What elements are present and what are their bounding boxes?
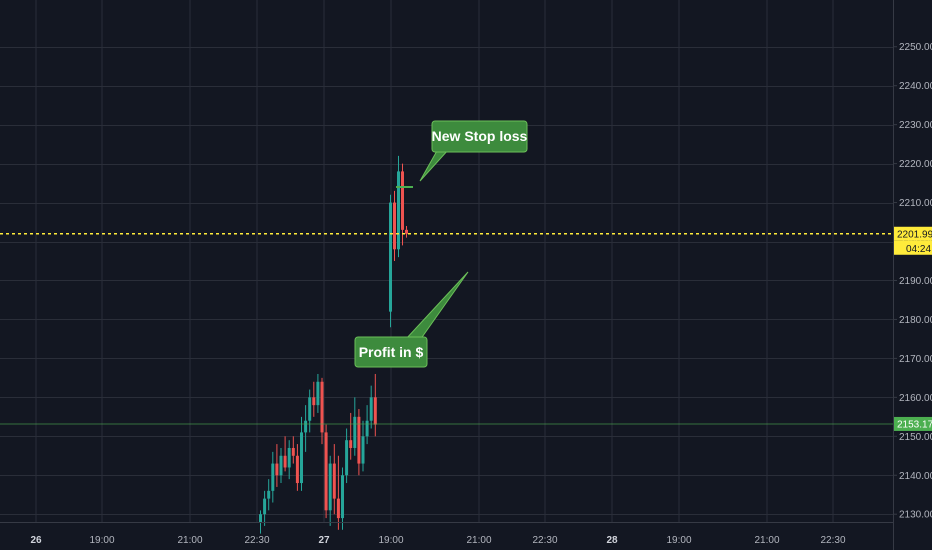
x-tick-label: 19:00 (89, 535, 114, 546)
y-tick-label: 2220.00 (899, 159, 932, 170)
candle-body (361, 436, 365, 464)
candle-body (316, 381, 320, 406)
candle-body (287, 447, 291, 468)
x-tick-label: 26 (30, 535, 42, 546)
x-tick-label: 21:00 (466, 535, 491, 546)
callout-profit-box (354, 336, 428, 368)
current-price-tag-bg (894, 226, 932, 241)
x-tick-label: 19:00 (666, 535, 691, 546)
candle-body (405, 229, 408, 234)
candle-body (365, 420, 369, 437)
candle-body (341, 475, 344, 519)
callout-profit[interactable]: Profit in $ (354, 271, 469, 368)
x-tick-label: 22:30 (532, 535, 557, 546)
y-tick-label: 2230.00 (899, 120, 932, 131)
callout-stop-text: New Stop loss (432, 128, 528, 144)
candle-body (259, 514, 262, 522)
candle-body (345, 440, 349, 476)
x-tick-label: 21:00 (754, 535, 779, 546)
candle-body (369, 397, 373, 421)
x-tick-label: 19:00 (378, 535, 403, 546)
y-tick-label: 2170.00 (899, 354, 932, 365)
last-value-tag-bg (894, 416, 932, 431)
last-value-tag-text: 2153.17 (897, 419, 932, 430)
current-price-tag: 2201.99 04:24 (894, 226, 932, 255)
y-tick-label: 2250.00 (899, 42, 932, 53)
candle-body (328, 463, 332, 511)
y-tick-label: 2190.00 (899, 276, 932, 287)
candle-body (267, 490, 271, 499)
y-tick-label: 2150.00 (899, 432, 932, 443)
overlays (0, 185, 893, 425)
y-tick-label: 2160.00 (899, 393, 932, 404)
candle-body (283, 455, 287, 468)
candle-body (300, 432, 303, 484)
y-tick-label: 2210.00 (899, 198, 932, 209)
candle-body (320, 381, 324, 433)
y-tick-label: 2130.00 (899, 510, 932, 521)
candle-body (304, 420, 308, 433)
callout-new-stop-loss[interactable]: New Stop loss (419, 120, 528, 182)
candle-body (308, 397, 312, 421)
candle-body (312, 397, 316, 406)
candle-body (279, 455, 283, 476)
candle-body (401, 171, 404, 230)
callout-profit-text: Profit in $ (359, 344, 424, 360)
last-value-tag: 2153.17 (894, 416, 932, 431)
callout-stop-box (431, 120, 528, 153)
candle-body (357, 416, 361, 464)
candle-body (271, 463, 275, 491)
candle-body (275, 463, 279, 476)
x-tick-label: 21:00 (177, 535, 202, 546)
candle-body (263, 498, 267, 515)
y-tick-label: 2180.00 (899, 315, 932, 326)
candle-body (353, 416, 357, 448)
candle-body (373, 397, 377, 425)
candle-body (393, 202, 396, 250)
candles (259, 155, 408, 534)
countdown-tag-bg (894, 240, 932, 255)
x-tick-label: 28 (606, 535, 618, 546)
candle-body (324, 432, 328, 511)
countdown-tag-text: 04:24 (906, 244, 931, 255)
current-price-tag-text: 2201.99 (897, 229, 932, 240)
candle-body (291, 447, 295, 456)
x-tick-label: 22:30 (820, 535, 845, 546)
grid (0, 0, 893, 522)
candle-body (332, 463, 336, 499)
candle-body (389, 202, 392, 312)
x-tick-label: 27 (318, 535, 330, 546)
x-tick-label: 22:30 (244, 535, 269, 546)
y-tick-label: 2240.00 (899, 81, 932, 92)
candle-body (397, 171, 400, 250)
candle-body (349, 440, 353, 448)
y-tick-label: 2140.00 (899, 471, 932, 482)
candle-body (336, 498, 340, 519)
candle-body (295, 455, 299, 484)
